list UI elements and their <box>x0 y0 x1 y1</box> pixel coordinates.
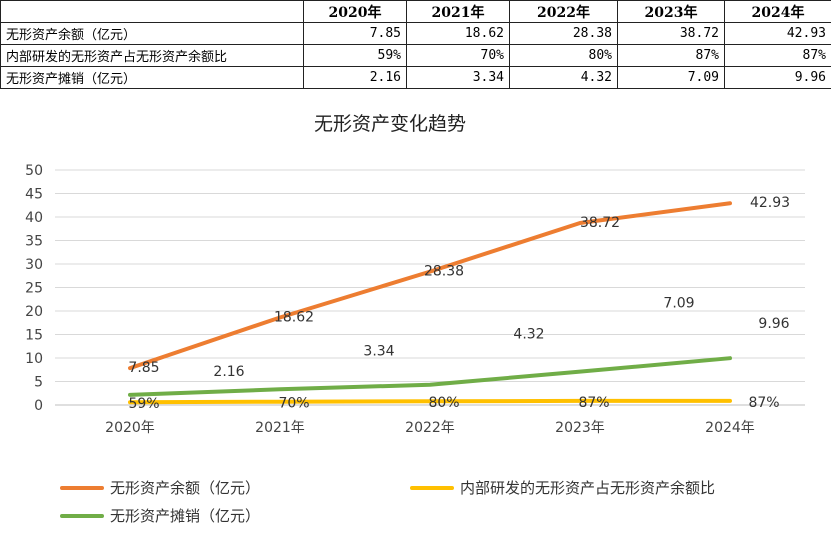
legend-item: 无形资产余额（亿元） <box>110 479 260 497</box>
table-cell: 2.16 <box>303 66 407 89</box>
row-label: 无形资产余额（亿元） <box>0 22 304 45</box>
y-tick-label: 5 <box>34 375 43 391</box>
data-label: 2.16 <box>213 364 244 380</box>
x-tick-label: 2021年 <box>255 420 305 436</box>
header-cell-2020: 2020年 <box>303 0 407 23</box>
chart-area: 无形资产变化趋势 0 5 10 15 20 25 30 35 40 45 50 2020年 2021年 2… <box>0 90 831 549</box>
legend-item: 内部研发的无形资产占无形资产余额比 <box>460 479 715 497</box>
x-tick-label: 2023年 <box>555 420 605 436</box>
line-chart: 无形资产变化趋势 0 5 10 15 20 25 30 35 40 45 50 2020年 2021年 2… <box>25 113 805 525</box>
table-cell: 9.96 <box>724 66 831 89</box>
table-cell: 3.34 <box>406 66 510 89</box>
y-tick-label: 50 <box>25 163 43 179</box>
y-tick-label: 30 <box>25 257 43 273</box>
data-label: 42.93 <box>750 195 790 211</box>
axis-labels: 0 5 10 15 20 25 30 35 40 45 50 2020年 2021年 2022年 2023年… <box>25 163 755 436</box>
y-tick-label: 0 <box>34 398 43 414</box>
legend-item: 无形资产摊销（亿元） <box>110 507 260 525</box>
table-cell: 7.09 <box>617 66 725 89</box>
data-label: 87% <box>748 395 779 411</box>
data-labels: 7.85 18.62 28.38 38.72 42.93 59% 70% 80% 87% 87% 2… <box>128 195 790 412</box>
table-cell: 87% <box>617 44 725 67</box>
table-cell: 7.85 <box>303 22 407 45</box>
x-tick-label: 2022年 <box>405 420 455 436</box>
data-label: 9.96 <box>758 316 789 332</box>
table-row: 内部研发的无形资产占无形资产余额比 59% 70% 80% 87% 87% <box>0 44 831 67</box>
data-label: 3.34 <box>363 343 394 359</box>
data-label: 87% <box>578 395 609 411</box>
data-label: 28.38 <box>424 264 464 280</box>
y-tick-label: 10 <box>25 351 43 367</box>
y-tick-label: 20 <box>25 304 43 320</box>
y-tick-label: 35 <box>25 234 43 250</box>
x-tick-label: 2024年 <box>705 420 755 436</box>
header-cell-2021: 2021年 <box>406 0 510 23</box>
data-label: 7.85 <box>128 360 159 376</box>
y-tick-label: 45 <box>25 187 43 203</box>
table-cell: 38.72 <box>617 22 725 45</box>
table-cell: 18.62 <box>406 22 510 45</box>
grid-lines <box>55 169 805 406</box>
row-label: 无形资产摊销（亿元） <box>0 66 304 89</box>
y-tick-label: 40 <box>25 210 43 226</box>
series-line-1 <box>128 201 732 371</box>
table-cell: 4.32 <box>509 66 618 89</box>
table-row: 无形资产摊销（亿元） 2.16 3.34 4.32 7.09 9.96 <box>0 66 831 89</box>
header-cell-2022: 2022年 <box>509 0 618 23</box>
table-cell: 28.38 <box>509 22 618 45</box>
data-label: 80% <box>428 395 459 411</box>
table-cell: 87% <box>724 44 831 67</box>
y-tick-label: 25 <box>25 281 43 297</box>
data-label: 59% <box>128 396 159 412</box>
table-header-row: 2020年 2021年 2022年 2023年 2024年 <box>0 0 831 23</box>
table-cell: 42.93 <box>724 22 831 45</box>
chart-title: 无形资产变化趋势 <box>314 113 466 135</box>
header-cell-2023: 2023年 <box>617 0 725 23</box>
row-label: 内部研发的无形资产占无形资产余额比 <box>0 44 304 67</box>
series-line-2 <box>128 398 732 405</box>
table-cell: 70% <box>406 44 510 67</box>
data-label: 18.62 <box>274 309 314 325</box>
data-table: 2020年 2021年 2022年 2023年 2024年 无形资产余额（亿元）… <box>0 0 831 89</box>
table-cell: 80% <box>509 44 618 67</box>
header-cell-2024: 2024年 <box>724 0 831 23</box>
table-row: 无形资产余额（亿元） 7.85 18.62 28.38 38.72 42.93 <box>0 22 831 45</box>
x-tick-label: 2020年 <box>105 420 155 436</box>
data-label: 7.09 <box>663 296 694 312</box>
data-label: 38.72 <box>580 215 620 231</box>
table-cell: 59% <box>303 44 407 67</box>
series-lines <box>128 201 732 405</box>
data-label: 70% <box>278 396 309 412</box>
header-cell-blank <box>0 0 304 23</box>
y-tick-label: 15 <box>25 328 43 344</box>
series-line-3 <box>128 356 732 397</box>
data-label: 4.32 <box>513 327 544 343</box>
